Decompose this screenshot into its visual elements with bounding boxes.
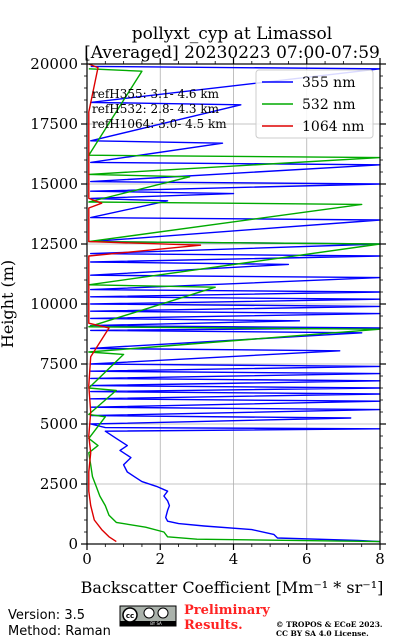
x-tick-label: 6 [302,550,312,568]
cc-logo-icon [122,607,138,623]
cc-badge-bottom-strip [120,621,176,626]
version-text: Version: 3.5 [8,608,85,623]
annotation-refh355: refH355: 3.1- 4.6 km [92,87,220,101]
y-tick-label: 7500 [40,355,78,373]
x-axis-label: Backscatter Coefficient [Mm⁻¹ * sr⁻¹] [81,578,384,597]
y-tick-label: 20000 [30,55,78,73]
series-line-1 [88,68,381,543]
preliminary-text-line2: Results. [184,618,243,633]
chart-title-line2: [Averaged] 20230223 07:00-07:59 [84,43,380,63]
y-tick-label: 15000 [30,175,78,193]
y-tick-label: 5000 [40,415,78,433]
x-tick-label: 0 [82,550,92,568]
legend-label-355: 355 nm [302,75,355,91]
axis-ticks: 0 2 4 6 8 0 2500 5000 7500 10000 12500 15000 17500 20… [30,55,386,568]
legend-label-532: 532 nm [302,97,355,113]
annotation-refh532: refH532: 2.8- 4.3 km [92,102,220,116]
y-tick-label: 17500 [30,115,78,133]
copyright-line1: © TROPOS & ECoE 2023. [276,620,383,629]
cc-badge-subtext: BY SA [150,621,162,626]
chart-title-line1: pollyxt_cyp at Limassol [132,24,332,44]
y-axis-label: Height (m) [0,260,17,348]
sa-share-alike-icon [157,607,169,619]
footer: Version: 3.5 Method: Raman cc BY SA Prel… [8,603,383,639]
legend: 355 nm 532 nm 1064 nm [255,69,374,139]
reference-height-annotations: refH355: 3.1- 4.6 km refH532: 2.8- 4.3 k… [92,87,227,131]
y-tick-label: 12500 [30,235,78,253]
by-attribution-icon [143,607,155,619]
legend-label-1064: 1064 nm [302,119,364,135]
x-tick-label: 2 [155,550,165,568]
x-tick-label: 8 [375,550,385,568]
cc-license-badge: cc BY SA [119,605,177,627]
series-line-2 [88,63,202,543]
legend-box [255,69,374,139]
cc-logo-text: cc [126,612,134,620]
y-tick-label: 2500 [40,475,78,493]
x-tick-label: 4 [229,550,239,568]
preliminary-text-line1: Preliminary [184,603,270,618]
y-tick-label: 0 [68,535,78,553]
annotation-refh1064: refH1064: 3.0- 4.5 km [92,117,227,131]
y-tick-label: 10000 [30,295,78,313]
method-text: Method: Raman [8,624,111,639]
copyright-line2: CC BY SA 4.0 License. [276,629,369,638]
